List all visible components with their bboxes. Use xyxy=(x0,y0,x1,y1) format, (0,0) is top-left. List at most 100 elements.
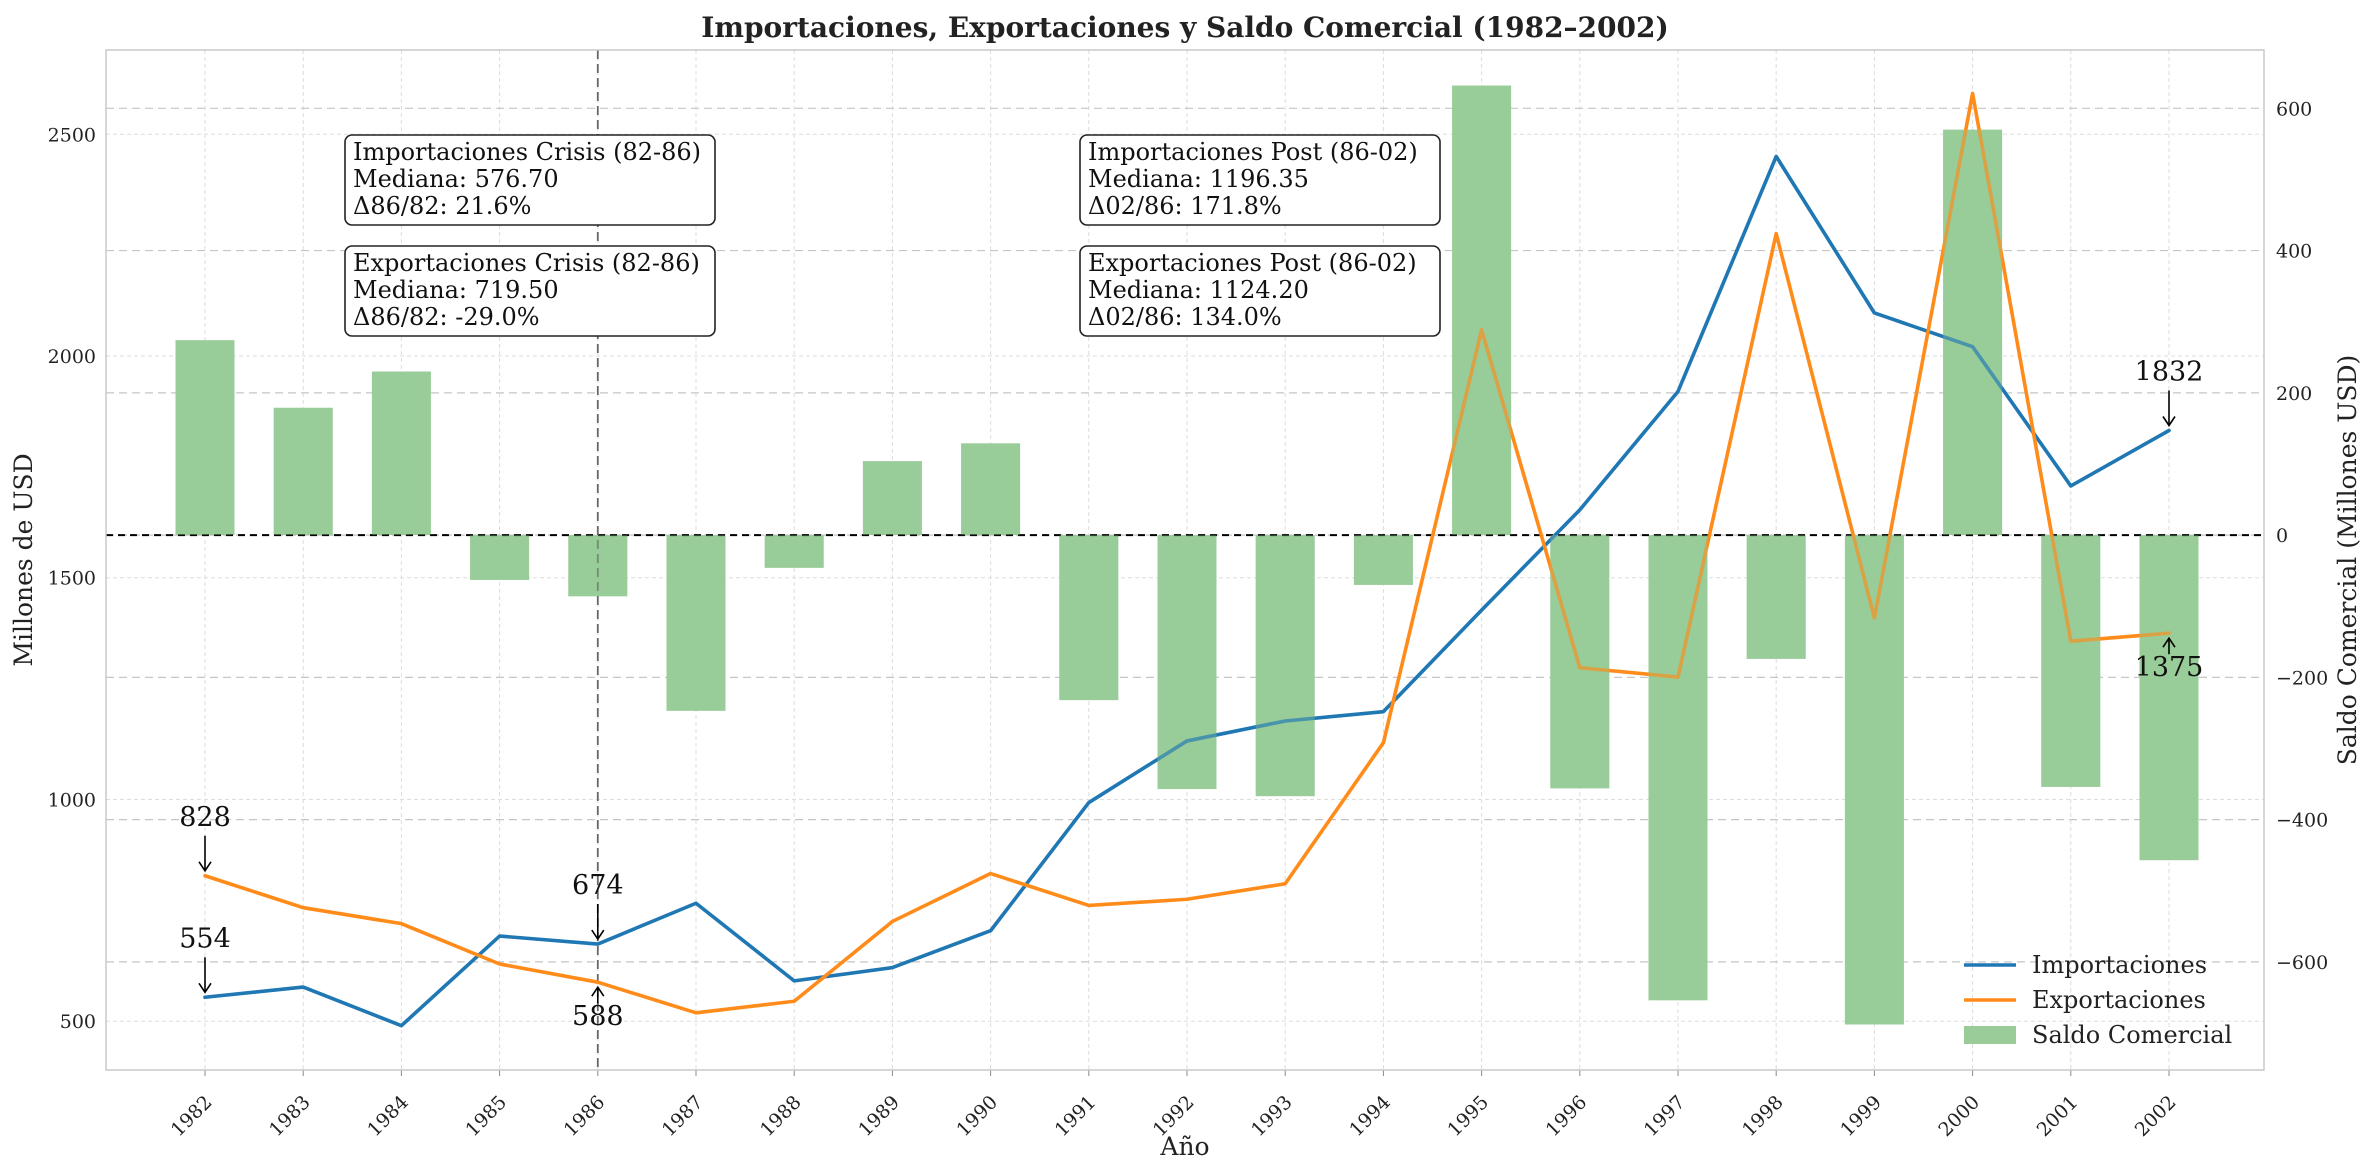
stat-box-line: Mediana: 1196.35 xyxy=(1088,165,1309,193)
bar-overlay-1993 xyxy=(1255,535,1315,797)
y2-tick-label: 600 xyxy=(2276,98,2312,120)
annotation-arrow-head xyxy=(198,982,212,994)
legend-item-saldo-comercial: Saldo Comercial xyxy=(1964,1021,2232,1049)
bar-saldo-1984 xyxy=(371,371,431,536)
x-tick-label: 1994 xyxy=(1345,1091,1395,1141)
bar-overlay-1990 xyxy=(961,443,1021,536)
y2-tick-label: −400 xyxy=(2276,810,2328,832)
annotation-674: 674 xyxy=(572,870,624,941)
stat-box-line: Exportaciones Crisis (82-86) xyxy=(353,249,700,277)
annotation-588: 588 xyxy=(572,985,624,1032)
x-tick-label: 1984 xyxy=(363,1091,413,1141)
annotation-arrow-head xyxy=(2162,636,2176,648)
stat-box-frame xyxy=(1079,134,1441,226)
bar-saldo-1983 xyxy=(273,407,333,536)
stat-box-frame xyxy=(344,134,716,226)
bar-overlay-1995 xyxy=(1452,85,1512,536)
bar-saldo-1993 xyxy=(1255,535,1315,797)
bar-saldo-1998 xyxy=(1746,535,1806,659)
bar-saldo-2002 xyxy=(2139,535,2199,861)
plot-frame xyxy=(105,49,2265,1071)
stat-box-frame xyxy=(1079,245,1441,337)
stat-box-line: Importaciones Crisis (82-86) xyxy=(353,138,701,166)
x-tick-label: 1982 xyxy=(167,1091,217,1141)
x-axis-title: Año xyxy=(1159,1132,1209,1161)
annotation-label: 1375 xyxy=(2135,652,2204,683)
annotation-arrow-head xyxy=(591,929,605,941)
bar-overlay-1982 xyxy=(175,340,235,536)
annotation-label: 674 xyxy=(572,870,624,901)
bar-saldo-1990 xyxy=(961,443,1021,536)
y2-tick-label: −200 xyxy=(2276,667,2328,689)
annotation-arrow-head xyxy=(2162,416,2176,427)
bar-overlay-1987 xyxy=(666,535,726,711)
bar-saldo-1991 xyxy=(1059,535,1119,701)
bar-saldo-1989 xyxy=(862,461,922,536)
bar-saldo-1988 xyxy=(764,535,824,568)
legend-label: Saldo Comercial xyxy=(2032,1021,2232,1049)
x-tick-label: 2002 xyxy=(2131,1091,2181,1141)
bar-overlay-1997 xyxy=(1648,535,1708,1001)
x-tick-label: 1991 xyxy=(1051,1091,1101,1141)
bar-overlay-1983 xyxy=(273,407,333,536)
stat-box: Exportaciones Post (86-02)Mediana: 1124.… xyxy=(1079,245,1441,337)
legend-swatch xyxy=(1964,1026,2016,1044)
bar-overlay-2001 xyxy=(2041,535,2101,787)
x-tick-label: 1993 xyxy=(1247,1091,1297,1141)
x-tick-label: 1987 xyxy=(658,1091,708,1141)
stat-box: Importaciones Post (86-02)Mediana: 1196.… xyxy=(1079,134,1441,226)
bar-overlay-1984 xyxy=(371,371,431,536)
stat-box-line: Δ86/82: -29.0% xyxy=(353,303,540,331)
x-tick-labels: 1982 1983 1984 1985 1986 1987 1988 1989 1990 1991… xyxy=(167,1070,2181,1141)
annotation-828: 828 xyxy=(179,802,231,873)
series-lines xyxy=(175,85,2199,1028)
legend-item-importaciones: Importaciones xyxy=(1964,951,2207,979)
stat-box-line: Importaciones Post (86-02) xyxy=(1088,138,1418,166)
y2-tick-label: −600 xyxy=(2276,952,2328,974)
stat-box-line: Exportaciones Post (86-02) xyxy=(1088,249,1417,277)
y2-tick-label: 0 xyxy=(2276,525,2288,547)
y-tick-label: 2000 xyxy=(48,346,96,368)
bar-overlay-1992 xyxy=(1157,535,1217,790)
stat-boxes: Importaciones Crisis (82-86)Mediana: 576… xyxy=(344,134,1441,337)
bar-saldo-1985 xyxy=(470,535,530,580)
y2-axis-title: Saldo Comercial (Millones USD) xyxy=(2333,355,2362,766)
legend: Importaciones Exportaciones Saldo Comercia… xyxy=(1964,951,2232,1049)
stat-box: Importaciones Crisis (82-86)Mediana: 576… xyxy=(344,134,716,226)
line-importaciones xyxy=(203,154,2171,1028)
x-tick-label: 1998 xyxy=(1738,1091,1788,1141)
stat-box: Exportaciones Crisis (82-86)Mediana: 719… xyxy=(344,245,716,337)
y2-tick-label: 400 xyxy=(2276,241,2312,263)
bar-overlay-1991 xyxy=(1059,535,1119,701)
bar-saldo-1982 xyxy=(175,340,235,536)
x-tick-label: 1999 xyxy=(1836,1091,1886,1141)
y2-tick-label: 200 xyxy=(2276,383,2312,405)
legend-label: Exportaciones xyxy=(2032,986,2206,1014)
x-tick-label: 1986 xyxy=(560,1091,610,1141)
x-tick-label: 1985 xyxy=(461,1091,511,1141)
line-exportaciones xyxy=(203,91,2171,1015)
annotation-554: 554 xyxy=(179,923,231,994)
bar-overlay-1989 xyxy=(862,461,922,536)
x-tick-label: 1989 xyxy=(854,1091,904,1141)
annotation-label: 588 xyxy=(572,1001,624,1032)
bar-overlay-1986 xyxy=(568,535,628,597)
bar-saldo-1995 xyxy=(1452,85,1512,536)
stat-box-line: Mediana: 576.70 xyxy=(353,165,559,193)
bar-overlay-1999 xyxy=(1844,535,1904,1025)
legend-label: Importaciones xyxy=(2032,951,2207,979)
y-tick-label: 1000 xyxy=(48,789,96,811)
x-tick-label: 1983 xyxy=(265,1091,315,1141)
stat-box-line: Δ86/82: 21.6% xyxy=(353,192,531,220)
annotation-label: 828 xyxy=(179,802,231,833)
chart-title: Importaciones, Exportaciones y Saldo Com… xyxy=(701,11,1669,44)
x-tick-label: 1990 xyxy=(952,1091,1002,1141)
bar-overlay-2000 xyxy=(1943,129,2003,536)
bar-overlay-1996 xyxy=(1550,535,1610,789)
point-annotations: 828 554 674 588 1832 1375 xyxy=(179,357,2203,1033)
y-tick-labels: 500 1000 1500 2000 2500 xyxy=(48,124,96,1033)
y-tick-label: 500 xyxy=(60,1011,96,1033)
bar-overlay-2002 xyxy=(2139,535,2199,861)
x-tick-label: 1997 xyxy=(1640,1091,1690,1141)
